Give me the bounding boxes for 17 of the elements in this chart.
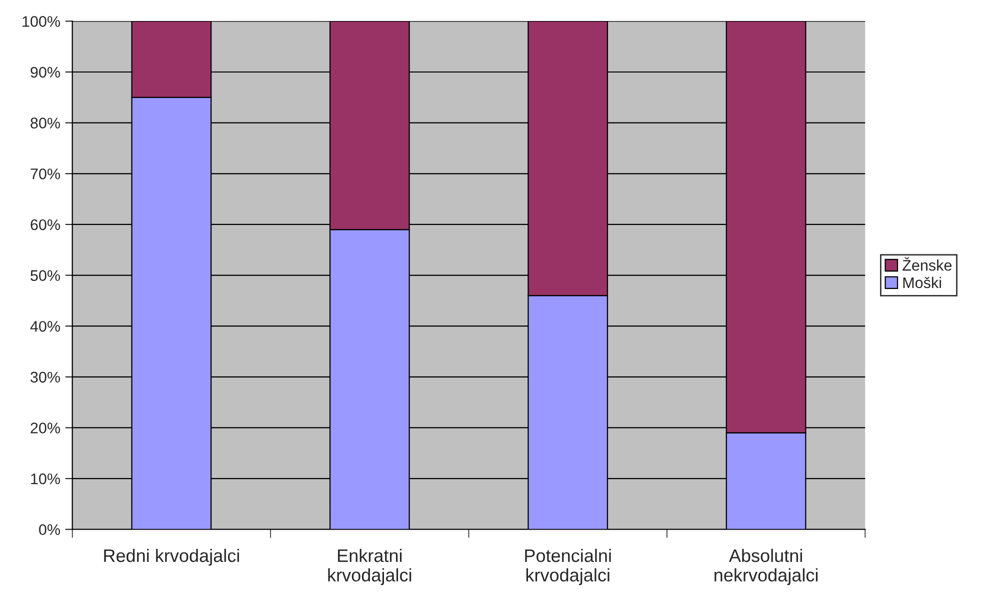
- y-tick-label: 60%: [30, 219, 60, 230]
- x-tick-label: Redni krvodajalci: [104, 548, 239, 566]
- y-tick-label: 80%: [30, 118, 60, 128]
- y-tick-label: 100%: [22, 16, 60, 27]
- y-tick-label: 70%: [30, 168, 60, 180]
- x-tick-label: Absolutni nekrvodajalci: [714, 548, 818, 586]
- y-tick-label: 20%: [30, 422, 60, 434]
- y-tick-label: 30%: [30, 372, 60, 383]
- y-tick-label: 10%: [31, 473, 60, 484]
- x-tick-label: Enkratni krvodajalci: [328, 548, 412, 586]
- legend-label: Ženske: [902, 257, 952, 271]
- legend-label: Moški: [903, 276, 941, 288]
- y-tick-label: 40%: [30, 320, 60, 332]
- y-tick-label: 0%: [39, 524, 60, 536]
- x-tick-label: Potencialni krvodajalci: [525, 548, 611, 586]
- y-tick-label: 90%: [30, 66, 60, 78]
- y-tick-label: 50%: [30, 270, 60, 281]
